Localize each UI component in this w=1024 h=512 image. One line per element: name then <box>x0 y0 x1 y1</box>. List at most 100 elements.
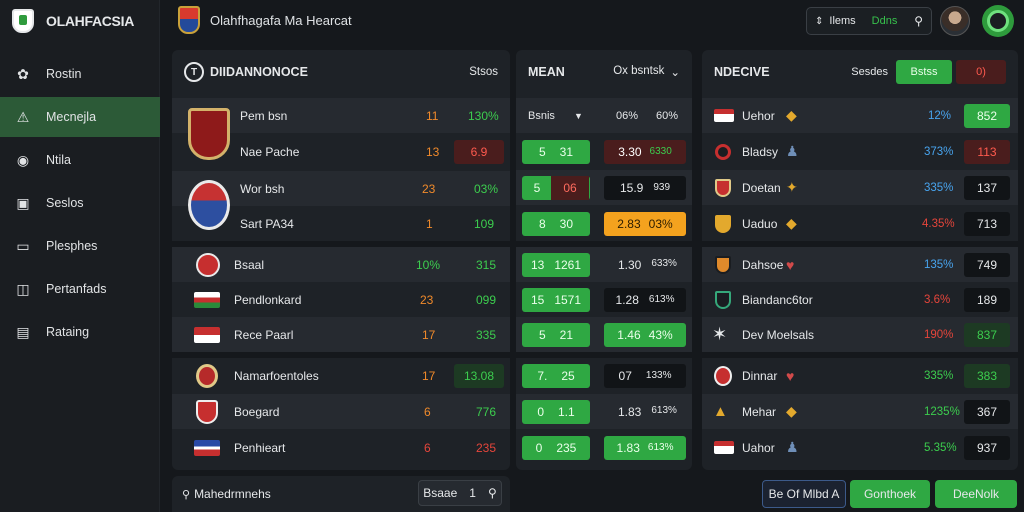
team-value: 23 <box>422 181 436 196</box>
score-pill: 13 1261 <box>522 252 590 277</box>
stats-link[interactable]: Stsos <box>469 66 498 78</box>
score-pill: 8 30 <box>522 211 590 236</box>
sidebar-item-label: Seslos <box>46 196 84 210</box>
team-emblem-icon: ◆ <box>786 403 797 419</box>
panel-title: DIIDANNONOCE <box>210 65 308 79</box>
dropdown-value: Ox bsntsk <box>613 65 665 77</box>
table-row[interactable]: 0 1.1 1.83 613% <box>516 394 692 429</box>
filter-link[interactable]: Sesdes <box>851 66 888 78</box>
table-row[interactable]: Rece Paarl 17 335 <box>172 317 510 352</box>
table-row[interactable]: Sart PA34 1 109 <box>172 206 510 241</box>
team-percent: 315 <box>476 257 497 272</box>
avatar[interactable] <box>940 6 970 36</box>
mean-panel: MEAN Ox bsntsk ⌄ Bsnis ▼ 06% 60% 5 31 3.3… <box>516 50 692 470</box>
bottom-search-button[interactable]: Bsaae 1 ⚲ <box>418 480 502 506</box>
sidebar-item-label: Ntila <box>46 153 72 167</box>
flag-icon <box>194 326 220 343</box>
sidebar-item-label: Rataing <box>46 325 90 339</box>
club-crest-icon <box>178 6 200 34</box>
secondary-action-button[interactable]: Be Of Mlbd A <box>762 480 846 508</box>
primary-action-button-2[interactable]: DeeNolk <box>935 480 1017 508</box>
mean-dropdown[interactable]: Ox bsntsk ⌄ <box>613 65 680 79</box>
bottom-button-count: 1 <box>469 486 476 500</box>
odds-pill: 3.30 6330 <box>604 139 686 164</box>
table-row[interactable]: Penhieart 6 235 <box>172 430 510 465</box>
team-percent: 335 <box>476 327 497 342</box>
percent-value: 4.35% <box>922 217 955 230</box>
team-value: 13 <box>426 144 440 159</box>
flag-icon <box>194 439 220 456</box>
table-row[interactable]: Pendlonkard 23 099 <box>172 282 510 317</box>
percent-value: 3.6% <box>924 293 951 306</box>
sidebar-item-label: Rostin <box>46 67 82 81</box>
sidebar-item-rataing[interactable]: ▤ Rataing <box>0 312 160 352</box>
device-icon: ▭ <box>16 237 30 254</box>
table-row[interactable]: Bsaal 10% 315 <box>172 247 510 282</box>
sidebar-item-pertanfads[interactable]: ◫ Pertanfads <box>0 269 160 309</box>
table-row[interactable]: 15 1571 1.28 613% <box>516 282 692 317</box>
table-row[interactable]: Nae Pache 13 6.9 <box>172 134 510 169</box>
table-row[interactable]: 0 235 1.83 613% <box>516 430 692 465</box>
team-name: Biandanc6tor <box>742 292 813 307</box>
primary-action-button[interactable]: Gonthoek <box>850 480 930 508</box>
filter-button-active[interactable]: Bstss <box>896 60 952 84</box>
table-row[interactable]: 5 31 3.30 6330 <box>516 134 692 169</box>
search-icon[interactable]: ⚲ <box>914 14 923 28</box>
score-pill: 189 <box>964 287 1010 312</box>
score-pill: 15 1571 <box>522 287 590 312</box>
sidebar-item-ntila[interactable]: ◉ Ntila <box>0 140 160 180</box>
score-pill: 7. 25 <box>522 363 590 388</box>
table-row[interactable]: 5 21 1.46 43% <box>516 317 692 352</box>
table-row[interactable]: ✶ Dev Moelsals 190% 837 <box>702 317 1018 352</box>
team-value: 10% <box>416 257 441 272</box>
table-row[interactable]: Boegard 6 776 <box>172 394 510 429</box>
table-row[interactable]: Biandanc6tor 3.6% 189 <box>702 282 1018 317</box>
team-crest-icon <box>715 290 731 309</box>
table-row[interactable]: Dinnar ♥ 335% 383 <box>702 358 1018 393</box>
table-row[interactable]: Uaduo ◆ 4.35% 713 <box>702 206 1018 241</box>
table-row[interactable]: 13 1261 1.30 633% <box>516 247 692 282</box>
team-crest-icon <box>715 178 731 197</box>
table-row[interactable]: Uahor ♟ 5.35% 937 <box>702 430 1018 465</box>
percent-value: 190% <box>924 328 954 341</box>
profile-badge-icon[interactable] <box>982 5 1014 37</box>
brand[interactable]: OLAHFACSIA <box>12 9 134 33</box>
score-pill: 137 <box>964 175 1010 200</box>
percent-value: 335% <box>924 369 954 382</box>
table-row[interactable]: Doetan ✦ 335% 137 <box>702 170 1018 205</box>
team-crest-icon <box>188 180 230 230</box>
sidebar-item-mecnejla[interactable]: ⚠ Mecnejla <box>0 97 160 137</box>
team-value: 17 <box>422 368 436 383</box>
team-crest-icon <box>715 143 731 160</box>
team-percent: 03% <box>474 181 499 196</box>
score-pill: 852 <box>964 103 1010 128</box>
table-row[interactable]: Bladsy ♟ 373% 113 <box>702 134 1018 169</box>
search-label: Ilems <box>829 15 856 27</box>
sidebar-item-seslos[interactable]: ▣ Seslos <box>0 183 160 223</box>
filter-button[interactable]: 0) <box>956 60 1006 84</box>
table-row[interactable]: ▲ Mehar ◆ 1235% 367 <box>702 394 1018 429</box>
percent-value: 135% <box>924 258 954 271</box>
team-percent: 130% <box>468 108 499 123</box>
flag-icon <box>714 441 734 454</box>
score-pill: 383 <box>964 363 1010 388</box>
percent-value: 12% <box>928 109 952 122</box>
team-value: 11 <box>426 108 439 123</box>
team-crest-icon <box>715 214 731 233</box>
sort-icon[interactable]: ▼ <box>574 110 583 121</box>
sidebar-item-rostin[interactable]: ✿ Rostin <box>0 54 160 94</box>
table-row[interactable]: 5 06 15.9 939 <box>516 170 692 205</box>
table-row[interactable]: Namarfoentoles 17 13.08 <box>172 358 510 393</box>
sidebar-item-plesphes[interactable]: ▭ Plesphes <box>0 226 160 266</box>
bottom-search-bar[interactable]: ⚲ Mahedrmnehs Bsaae 1 ⚲ <box>172 476 510 512</box>
odds-pill: 15.9 939 <box>604 175 686 200</box>
search-input[interactable]: ⇕ Ilems Ddns ⚲ <box>806 7 932 35</box>
sidebar-nav: ✿ Rostin ⚠ Mecnejla ◉ Ntila ▣ Seslos ▭ P… <box>0 54 160 355</box>
table-row[interactable]: Dahsoe ♥ 135% 749 <box>702 247 1018 282</box>
table-row[interactable]: 7. 25 07 133% <box>516 358 692 393</box>
player-icon: ♟ <box>786 143 799 159</box>
table-row[interactable]: 8 30 2.83 03% <box>516 206 692 241</box>
table-row[interactable]: Uehor ◆ 12% 852 <box>702 98 1018 133</box>
flag-icon <box>194 291 220 308</box>
team-percent: 109 <box>474 216 495 231</box>
